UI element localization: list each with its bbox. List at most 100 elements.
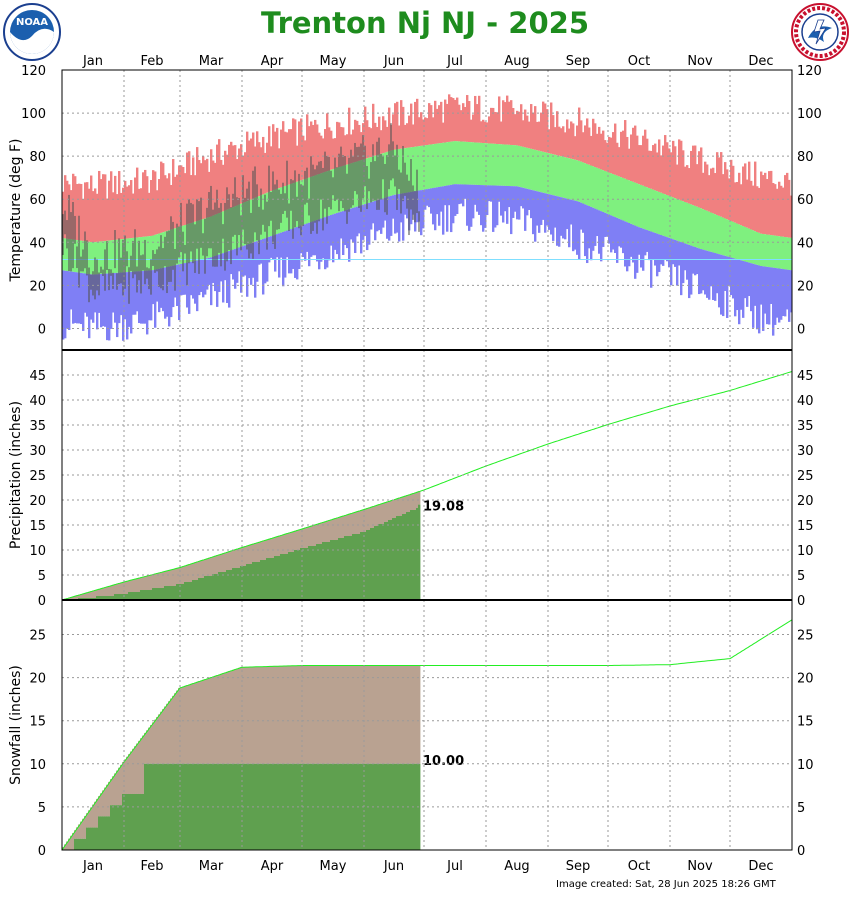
observed-temperature-bar xyxy=(164,236,166,267)
observed-temperature-bar xyxy=(234,177,236,235)
image-created-note: Image created: Sat, 28 Jun 2025 18:26 GM… xyxy=(556,879,776,890)
normal-range-bar xyxy=(460,141,463,185)
snow-deficit-bar xyxy=(206,678,209,764)
record-high-bar xyxy=(328,127,331,171)
normal-range-bar xyxy=(92,242,95,275)
precip-deficit-bar xyxy=(322,522,325,542)
record-high-bar xyxy=(142,172,145,237)
observed-temperature-bar xyxy=(146,267,148,279)
normal-range-bar xyxy=(650,188,653,232)
normal-range-bar xyxy=(626,179,629,223)
precip-deficit-bar xyxy=(398,497,401,516)
snow-deficit-bar xyxy=(412,665,415,764)
record-high-bar xyxy=(312,124,315,177)
precipitation-tick-right: 45 xyxy=(797,369,814,384)
record-high-bar xyxy=(236,159,239,206)
snow-deficit-bar xyxy=(266,666,269,764)
precip-observed-bar xyxy=(138,592,141,600)
precip-deficit-bar xyxy=(126,580,129,594)
observed-temperature-bar xyxy=(388,144,390,190)
precip-observed-bar xyxy=(396,516,399,600)
record-low-bar xyxy=(546,193,549,226)
record-low-bar xyxy=(500,185,503,216)
record-low-bar xyxy=(350,208,353,240)
precip-deficit-bar xyxy=(298,529,301,550)
record-low-bar xyxy=(338,212,341,260)
normal-range-bar xyxy=(568,158,571,200)
record-low-bar xyxy=(480,185,483,226)
precip-observed-bar xyxy=(286,554,289,600)
observed-temperature-bar xyxy=(218,207,220,253)
record-low-bar xyxy=(226,251,229,304)
record-high-bar xyxy=(306,114,309,179)
record-low-bar xyxy=(604,212,607,237)
snow-observed-bar xyxy=(178,763,181,850)
precip-deficit-bar xyxy=(74,595,77,600)
snow-deficit-bar xyxy=(358,665,361,764)
record-high-bar xyxy=(712,167,715,214)
observed-temperature-bar xyxy=(216,189,218,267)
normal-range-bar xyxy=(532,149,535,191)
record-high-bar xyxy=(172,159,175,229)
snow-observed-bar xyxy=(238,763,241,850)
record-low-bar xyxy=(198,260,201,296)
snow-observed-bar xyxy=(86,827,89,850)
precip-deficit-bar xyxy=(304,527,307,548)
precip-normal-line xyxy=(61,371,793,601)
precip-observed-bar xyxy=(242,566,245,600)
record-high-bar xyxy=(706,164,709,211)
record-high-bar xyxy=(102,174,105,242)
observed-temperature-bar xyxy=(286,160,288,218)
record-high-bar xyxy=(200,163,203,220)
precip-deficit-bar xyxy=(84,593,87,598)
record-high-bar xyxy=(566,119,569,158)
record-high-bar xyxy=(258,142,261,197)
normal-range-bar xyxy=(646,187,649,231)
precip-deficit-bar xyxy=(110,585,113,596)
precip-deficit-bar xyxy=(230,550,233,570)
snow-deficit-bar xyxy=(278,666,281,764)
precip-observed-bar xyxy=(200,578,203,600)
record-low-bar xyxy=(154,269,157,328)
precip-observed-bar xyxy=(108,596,111,600)
precip-observed-bar xyxy=(404,514,407,600)
record-high-bar xyxy=(716,152,719,216)
month-label-top: May xyxy=(320,54,347,69)
snowfall-tick-right: 15 xyxy=(797,715,814,730)
snow-deficit-bar xyxy=(364,665,367,764)
record-low-bar xyxy=(146,270,149,335)
record-high-bar xyxy=(450,97,453,142)
record-low-bar xyxy=(286,230,289,258)
record-low-bar xyxy=(696,247,699,275)
snow-deficit-bar xyxy=(244,667,247,764)
snow-deficit-bar xyxy=(208,677,211,764)
record-high-bar xyxy=(532,112,535,150)
record-high-bar xyxy=(394,103,397,150)
normal-range-bar xyxy=(518,145,521,187)
precip-observed-bar xyxy=(330,540,333,600)
normal-range-bar xyxy=(632,181,635,225)
normal-range-bar xyxy=(778,236,781,269)
record-high-bar xyxy=(452,98,455,142)
record-low-bar xyxy=(724,255,727,291)
precipitation-tick-right: 30 xyxy=(797,444,814,459)
normal-range-bar xyxy=(468,142,471,185)
record-high-bar xyxy=(230,141,233,208)
record-high-bar xyxy=(346,134,349,165)
record-low-bar xyxy=(424,189,427,210)
snow-deficit-bar xyxy=(268,666,271,764)
observed-temperature-bar xyxy=(410,159,412,210)
normal-range-bar xyxy=(628,180,631,223)
record-high-bar xyxy=(556,111,559,156)
record-high-bar xyxy=(138,188,141,238)
normal-range-bar xyxy=(588,164,591,207)
record-low-bar xyxy=(560,197,563,236)
precip-observed-bar xyxy=(308,546,311,600)
record-low-bar xyxy=(228,251,231,308)
normal-range-bar xyxy=(440,143,443,187)
observed-temperature-bar xyxy=(172,221,174,270)
record-high-bar xyxy=(760,171,763,234)
precip-deficit-bar xyxy=(412,493,415,510)
precipitation-tick-left: 15 xyxy=(29,519,46,534)
normal-range-bar xyxy=(174,228,177,266)
